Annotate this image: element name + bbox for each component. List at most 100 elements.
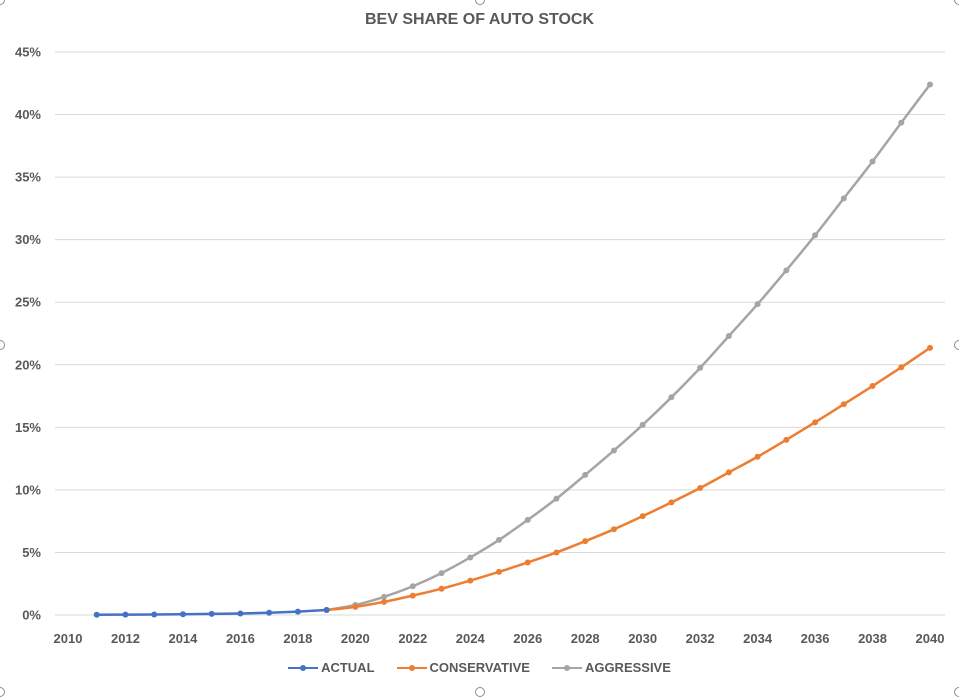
data-point-aggressive-2029 xyxy=(610,447,617,454)
data-point-aggressive-2022 xyxy=(409,583,416,590)
data-point-actual-2018 xyxy=(294,608,301,615)
legend-swatch-aggressive xyxy=(551,663,582,673)
x-tick-label: 2040 xyxy=(916,631,945,646)
data-point-aggressive-2030 xyxy=(639,421,646,428)
legend: ACTUAL CONSERVATIVE AGGRESSIVE xyxy=(0,660,959,675)
data-point-actual-2017 xyxy=(266,609,273,616)
series-actual xyxy=(93,606,330,618)
y-tick-label: 40% xyxy=(15,107,41,122)
data-point-conservative-2024 xyxy=(467,577,474,584)
y-tick-label: 5% xyxy=(22,545,41,560)
data-point-aggressive-2021 xyxy=(381,593,388,600)
y-tick-label: 0% xyxy=(22,608,41,623)
data-point-aggressive-2038 xyxy=(869,158,876,165)
series-line-aggressive xyxy=(326,83,931,612)
data-point-actual-2014 xyxy=(179,611,186,618)
data-point-aggressive-2037 xyxy=(840,195,847,202)
x-axis-ticks: 2010 2012 2014 2016 2018 2020 2022 2024 2026 2028… xyxy=(54,631,945,646)
data-point-aggressive-2026 xyxy=(524,516,531,523)
data-point-aggressive-2023 xyxy=(438,570,445,577)
y-tick-label: 20% xyxy=(15,357,41,372)
x-tick-label: 2014 xyxy=(168,631,198,646)
x-tick-label: 2024 xyxy=(456,631,486,646)
legend-item-aggressive: AGGRESSIVE xyxy=(551,660,671,675)
x-tick-label: 2032 xyxy=(686,631,715,646)
gridlines xyxy=(55,51,945,616)
data-point-conservative-2038 xyxy=(869,383,876,390)
resize-handle-bottom-right[interactable] xyxy=(954,687,959,697)
data-point-aggressive-2027 xyxy=(553,495,560,502)
data-point-actual-2019 xyxy=(323,606,330,613)
data-point-aggressive-2036 xyxy=(812,232,819,239)
data-point-aggressive-2040 xyxy=(927,81,933,88)
data-point-conservative-2031 xyxy=(668,499,675,506)
data-point-conservative-2023 xyxy=(438,585,445,592)
data-point-conservative-2020 xyxy=(352,603,359,610)
data-point-conservative-2036 xyxy=(812,419,819,426)
x-tick-label: 2010 xyxy=(54,631,83,646)
data-point-conservative-2037 xyxy=(840,401,847,408)
data-point-conservative-2032 xyxy=(697,485,704,492)
x-tick-label: 2012 xyxy=(111,631,140,646)
y-axis-ticks: 0% 5% 10% 15% 20% 25% 30% 35% 40% 45% xyxy=(15,45,41,623)
data-point-conservative-2027 xyxy=(553,549,560,556)
data-point-conservative-2035 xyxy=(783,436,790,443)
series-aggressive xyxy=(323,81,933,613)
data-point-conservative-2033 xyxy=(725,469,732,476)
x-tick-label: 2034 xyxy=(743,631,773,646)
data-point-aggressive-2032 xyxy=(697,364,704,371)
y-tick-label: 25% xyxy=(15,295,41,310)
resize-handle-right[interactable] xyxy=(954,340,959,350)
data-point-actual-2012 xyxy=(122,611,129,618)
x-tick-label: 2038 xyxy=(858,631,887,646)
data-point-conservative-2034 xyxy=(754,453,761,460)
data-point-aggressive-2039 xyxy=(898,119,905,126)
legend-item-conservative: CONSERVATIVE xyxy=(396,660,530,675)
series-line-conservative xyxy=(326,346,931,612)
data-point-aggressive-2034 xyxy=(754,301,761,308)
data-point-aggressive-2035 xyxy=(783,267,790,274)
data-point-actual-2016 xyxy=(237,610,244,617)
data-point-conservative-2025 xyxy=(496,568,502,575)
data-point-aggressive-2028 xyxy=(582,471,589,478)
data-point-conservative-2040 xyxy=(927,344,933,351)
x-tick-label: 2018 xyxy=(283,631,312,646)
data-point-conservative-2021 xyxy=(381,598,388,605)
series-group xyxy=(93,81,933,618)
legend-label-conservative: CONSERVATIVE xyxy=(429,660,530,675)
legend-label-aggressive: AGGRESSIVE xyxy=(584,660,671,675)
legend-swatch-actual xyxy=(288,663,319,673)
data-point-aggressive-2025 xyxy=(496,536,502,543)
data-point-actual-2015 xyxy=(208,610,215,617)
series-conservative xyxy=(323,344,933,613)
data-point-conservative-2039 xyxy=(898,364,905,371)
data-point-conservative-2026 xyxy=(524,559,531,566)
legend-item-actual: ACTUAL xyxy=(288,660,375,675)
data-point-actual-2011 xyxy=(93,611,100,618)
data-point-actual-2013 xyxy=(151,611,158,618)
data-point-aggressive-2031 xyxy=(668,394,675,401)
y-tick-label: 30% xyxy=(15,232,41,247)
x-tick-label: 2026 xyxy=(513,631,542,646)
data-point-conservative-2028 xyxy=(582,538,589,545)
y-tick-label: 45% xyxy=(15,45,41,60)
y-tick-label: 35% xyxy=(15,170,41,185)
x-tick-label: 2030 xyxy=(628,631,657,646)
chart-title: BEV SHARE OF AUTO STOCK xyxy=(364,11,595,28)
x-tick-label: 2020 xyxy=(341,631,370,646)
data-point-conservative-2030 xyxy=(639,513,646,520)
data-point-aggressive-2033 xyxy=(725,333,732,340)
y-tick-label: 15% xyxy=(15,420,41,435)
x-tick-label: 2028 xyxy=(571,631,600,646)
data-point-conservative-2022 xyxy=(409,592,416,599)
legend-label-actual: ACTUAL xyxy=(321,660,375,675)
data-point-conservative-2029 xyxy=(610,526,617,533)
data-point-aggressive-2024 xyxy=(467,554,474,561)
legend-swatch-conservative xyxy=(396,663,427,673)
x-tick-label: 2022 xyxy=(398,631,427,646)
resize-handle-top-right[interactable] xyxy=(954,0,959,5)
resize-handle-bottom[interactable] xyxy=(475,687,485,697)
y-tick-label: 10% xyxy=(15,482,41,497)
